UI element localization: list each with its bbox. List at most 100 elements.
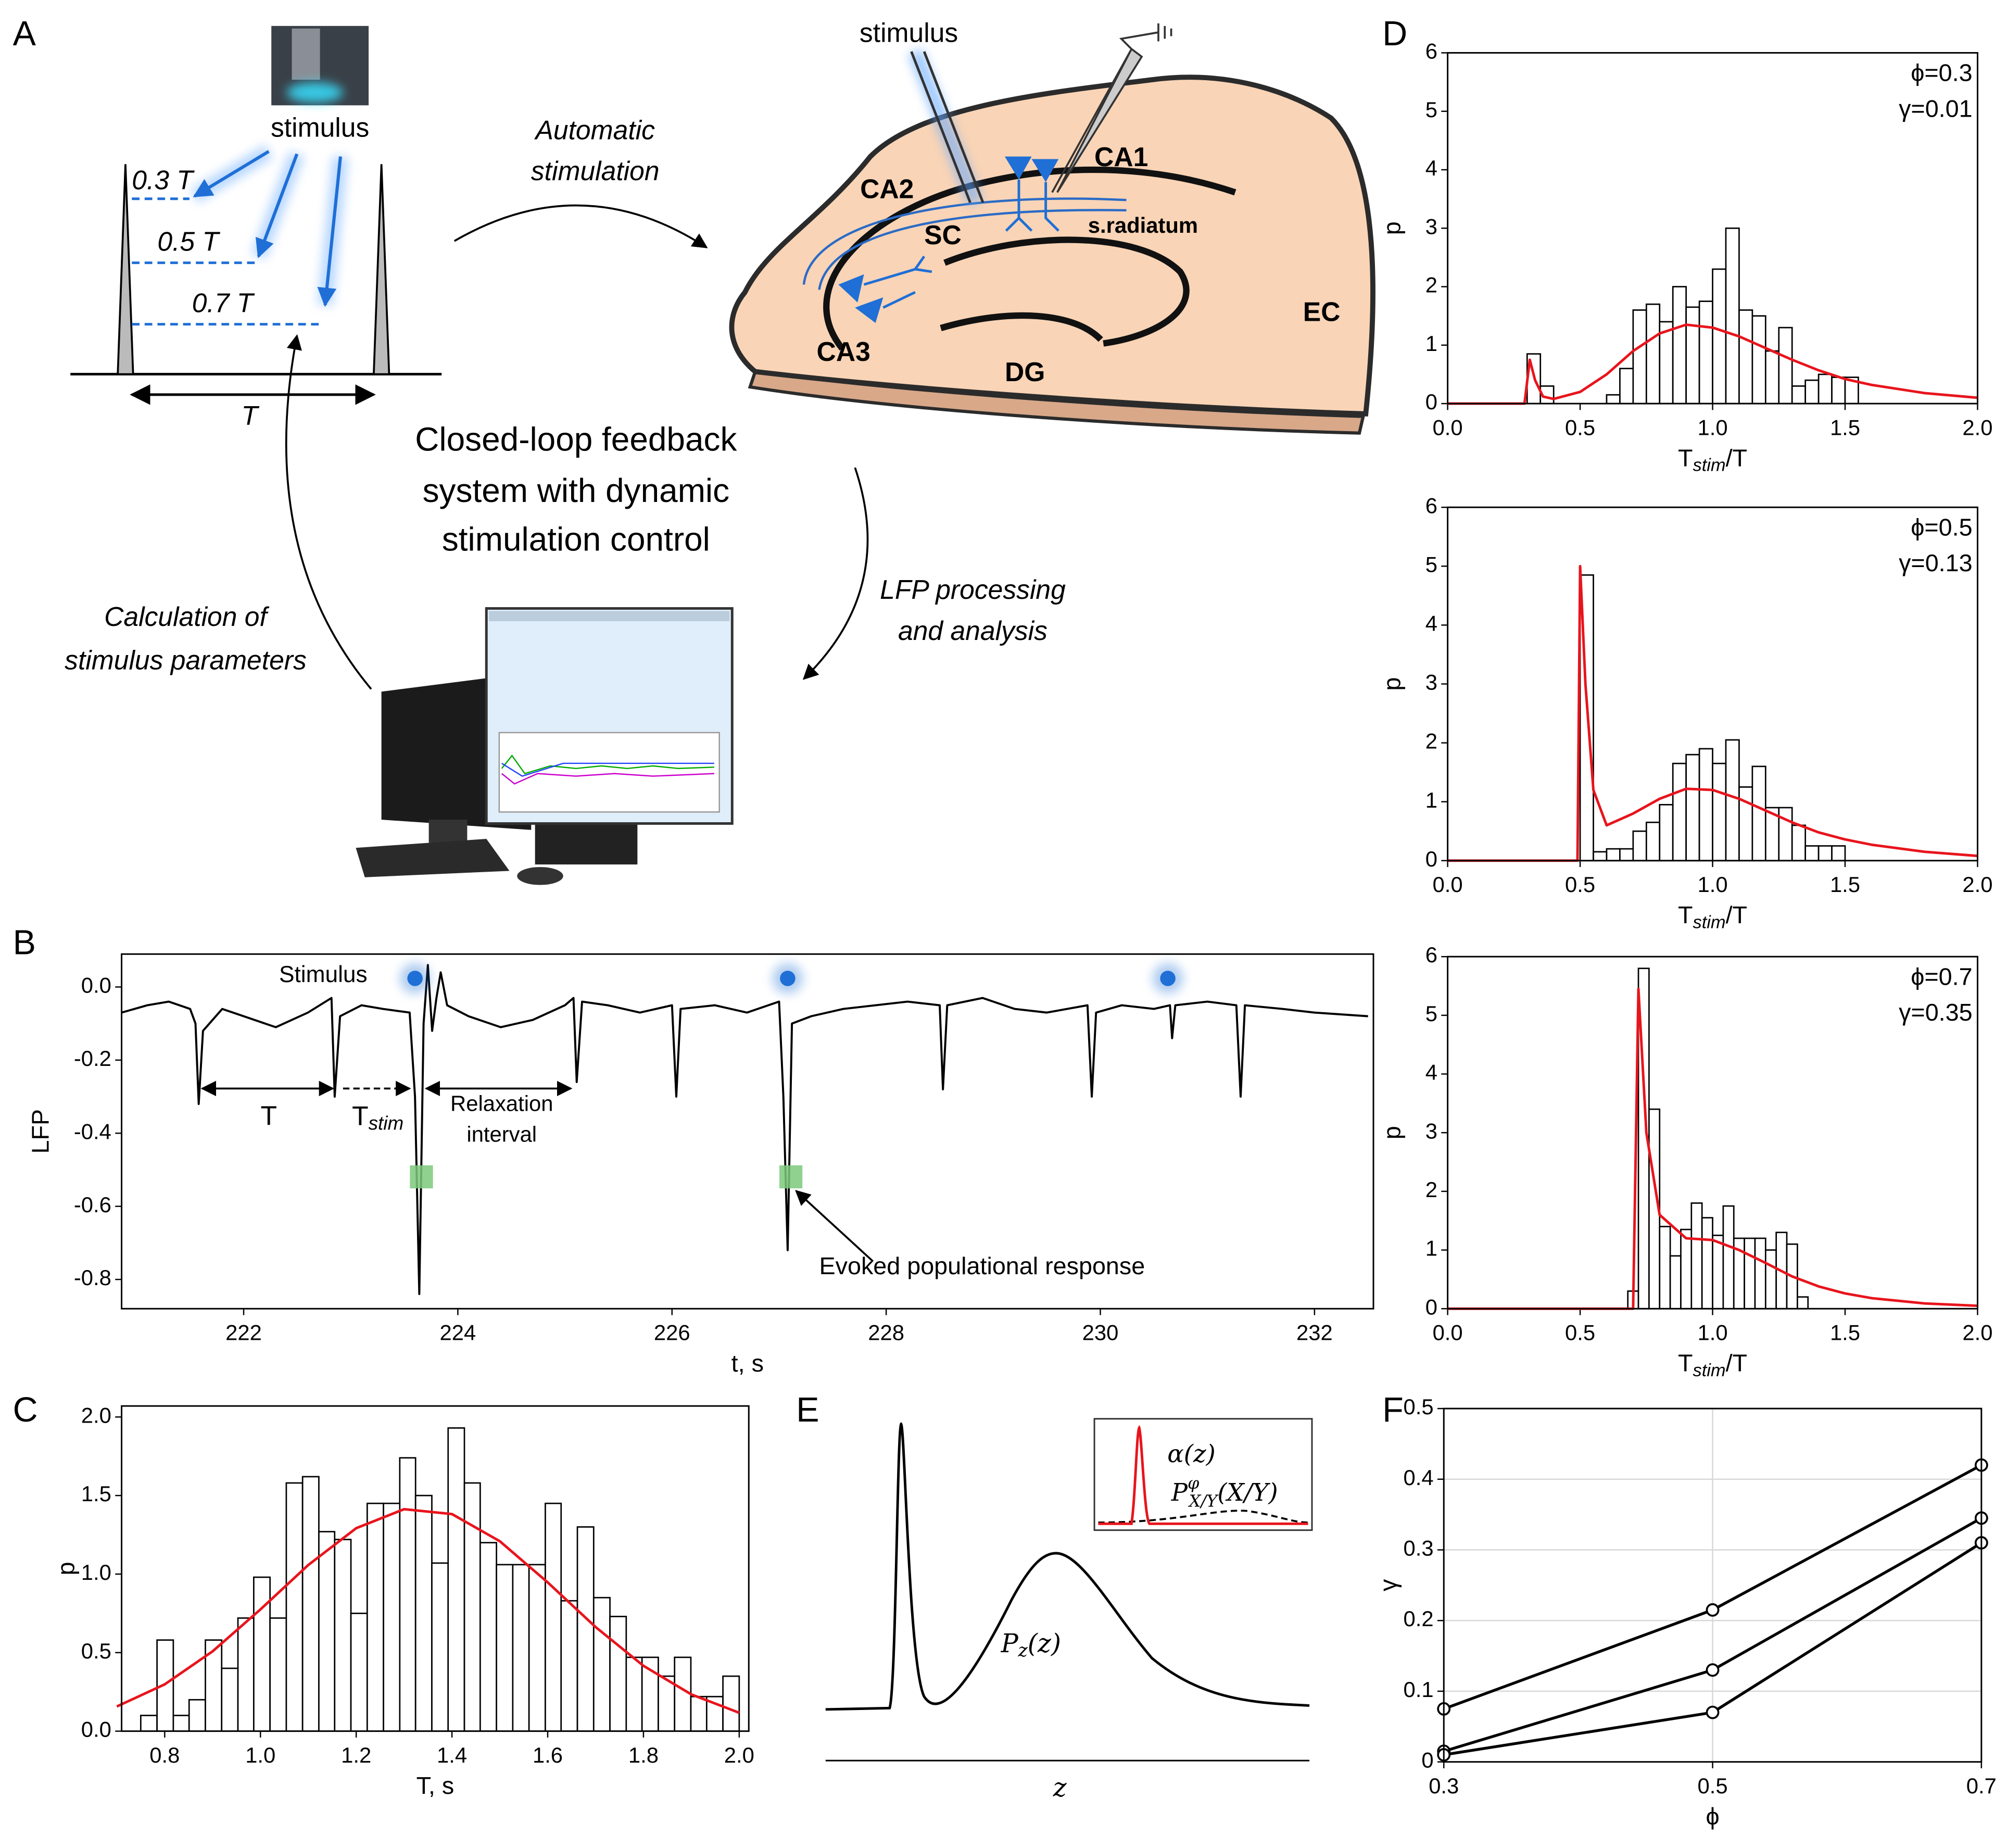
y-tick-label: 0.4 <box>1403 1465 1433 1490</box>
plot-frame <box>121 953 1374 1310</box>
center-title: system with dynamic <box>423 472 730 509</box>
x-tick-label: 2.0 <box>724 1743 754 1767</box>
label-part: z <box>1018 1640 1028 1661</box>
y-tick-label: 5 <box>1425 97 1437 122</box>
hist-bar <box>1738 309 1753 405</box>
hist-bar <box>1659 804 1674 862</box>
fit-curve <box>1447 564 1978 862</box>
x-label: Tstim/T <box>1678 1350 1747 1380</box>
spike <box>117 164 134 375</box>
x-tick-label: 230 <box>1082 1321 1119 1345</box>
hist-bar <box>1751 315 1766 405</box>
x-tick-label: 0.7 <box>1966 1774 1997 1798</box>
density-curve <box>825 1422 1310 1711</box>
y-tick-label: 0.3 <box>1403 1536 1433 1561</box>
hist-bar <box>1712 268 1727 405</box>
phase-label: 0.7 T <box>192 287 255 318</box>
annotation: Tstim <box>352 1101 403 1134</box>
annotation: γ=0.13 <box>1899 549 1973 576</box>
cycle-arrow <box>802 467 869 680</box>
y-tick-label: 0.2 <box>1403 1606 1433 1631</box>
hist-bar <box>414 1494 433 1732</box>
spike <box>372 164 390 375</box>
evoked-marker <box>410 1165 433 1189</box>
hist-bar <box>1645 821 1661 862</box>
x-label: Tstim/T <box>1678 445 1747 475</box>
hist-bar <box>1698 300 1713 405</box>
y-tick-label: 2 <box>1425 273 1437 297</box>
label-part: φ <box>1188 1473 1200 1493</box>
arrow-label: Automatic <box>534 115 655 145</box>
hist-bar <box>140 1715 158 1732</box>
hist-bar <box>350 1613 368 1732</box>
y-tick-label: 0 <box>1425 1294 1437 1319</box>
stimulus-marker <box>780 971 796 986</box>
x-label: Tstim/T <box>1678 901 1747 932</box>
hist-bar <box>1817 845 1833 862</box>
panel-e: z Pz(z) α(z) Pφ X/Y(X/Y) <box>825 1418 1313 1803</box>
x-label: ϕ <box>1706 1803 1719 1830</box>
region-label: CA2 <box>860 174 914 204</box>
x-tick-label: 1.8 <box>628 1743 659 1767</box>
x-tick-label: 1.0 <box>1697 1321 1727 1345</box>
x-tick-label: 0.5 <box>1697 1774 1727 1798</box>
y-label: γ <box>1374 1579 1402 1591</box>
y-tick-label: 0.5 <box>81 1639 111 1663</box>
y-tick-label: 0.1 <box>1403 1677 1433 1702</box>
photo-detail <box>292 28 320 80</box>
x-label-part: /T <box>1726 445 1748 472</box>
fiber <box>818 209 1127 290</box>
hist-bar <box>1817 373 1833 405</box>
point <box>1706 1705 1720 1719</box>
panel-label: D <box>1382 15 1407 53</box>
x-tick-label: 1.6 <box>533 1743 563 1767</box>
response-arrow <box>795 1190 874 1262</box>
x-label-part: T <box>1678 901 1693 928</box>
hist-bar <box>1685 753 1700 862</box>
arrow-label: stimulation <box>531 156 660 186</box>
hist-bar <box>545 1502 562 1732</box>
hist-bar <box>1831 376 1846 405</box>
arrow-label: stimulus parameters <box>65 645 307 675</box>
y-tick-label: 1.0 <box>81 1560 111 1585</box>
x-label: T, s <box>416 1772 455 1799</box>
hist-bar <box>1738 786 1753 862</box>
annotation: Relaxation <box>450 1091 553 1115</box>
screen-bar <box>489 611 730 622</box>
dg-layer <box>943 236 1190 347</box>
hist-bar <box>221 1667 239 1732</box>
plot-frame <box>1447 956 1978 1310</box>
region-label: SC <box>924 220 962 250</box>
inset-label: Pφ X/Y(X/Y) <box>1171 1473 1278 1511</box>
y-tick-label: -0.4 <box>74 1119 111 1143</box>
center-title: Closed-loop feedback <box>415 421 737 458</box>
annotation-part: stim <box>369 1112 404 1134</box>
annotation: ϕ=0.7 <box>1911 963 1972 990</box>
hist-bar <box>1712 762 1727 862</box>
x-label: t, s <box>731 1350 764 1377</box>
x-tick-label: 2.0 <box>1962 1321 1992 1345</box>
arrow-label: and analysis <box>898 615 1047 646</box>
x-tick-label: 1.0 <box>245 1743 275 1767</box>
x-label: z <box>1053 1772 1067 1803</box>
hist-bar <box>1606 848 1621 862</box>
y-tick-label: 5 <box>1425 552 1437 576</box>
fit-curve <box>1447 987 1978 1310</box>
y-tick-label: 3 <box>1425 214 1437 238</box>
plot-frame <box>1447 52 1978 405</box>
center-title: stimulation control <box>442 521 710 558</box>
x-tick-label: 0.5 <box>1565 1321 1595 1345</box>
y-tick-label: 4 <box>1425 156 1437 180</box>
hist-bar <box>528 1564 546 1732</box>
hist-bar <box>269 1617 287 1732</box>
y-tick-label: 0.0 <box>81 1717 111 1742</box>
y-tick-label: 0.5 <box>1403 1394 1433 1419</box>
inset-dashed <box>1098 1510 1308 1524</box>
stim-arrows <box>193 150 343 307</box>
x-tick-label: 226 <box>654 1321 690 1345</box>
hist-bar <box>172 1715 190 1732</box>
x-tick-label: 0.3 <box>1429 1774 1459 1798</box>
hist-bar <box>366 1502 384 1732</box>
hist-bar <box>1698 748 1713 862</box>
x-tick-label: 1.5 <box>1830 415 1860 439</box>
